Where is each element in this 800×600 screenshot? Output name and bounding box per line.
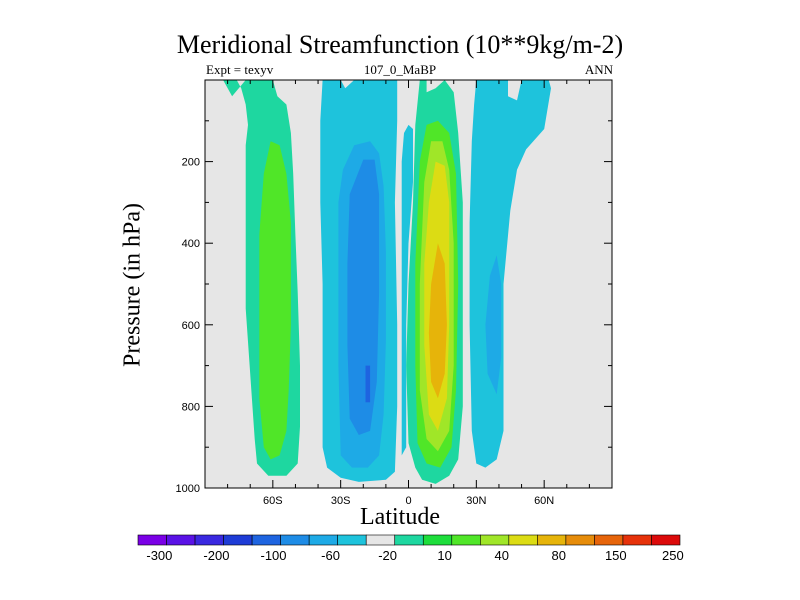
colorbar-swatch xyxy=(194,534,224,546)
colorbar-swatch xyxy=(480,534,510,546)
contour-region xyxy=(401,124,413,456)
axis-ticks: 60S 30S 0 30N 60N 200 400 600 800 1000 xyxy=(176,80,612,507)
x-tick-label: 30S xyxy=(331,495,351,507)
colorbar-swatch xyxy=(337,534,367,546)
y-tick-label: 1000 xyxy=(176,483,200,495)
colorbar-swatch xyxy=(537,534,567,546)
colorbar: -300 -200 -100 -60 -20 10 40 80 150 250 xyxy=(137,534,684,563)
x-axis-label: Latitude xyxy=(360,504,440,530)
chart-title: Meridional Streamfunction (10**9kg/m-2) xyxy=(176,30,624,59)
contour-region xyxy=(365,365,371,403)
colorbar-label: -200 xyxy=(203,548,229,563)
colorbar-swatch xyxy=(451,534,481,546)
x-tick-label: 0 xyxy=(405,495,411,507)
season-label: ANN xyxy=(584,62,613,77)
colorbar-swatch xyxy=(365,534,396,546)
colorbar-label: 150 xyxy=(605,548,627,563)
x-tick-label: 30N xyxy=(466,495,486,507)
contour-region xyxy=(485,255,502,395)
colorbar-swatch xyxy=(651,534,681,546)
experiment-label: Expt = texyv xyxy=(206,62,274,77)
colorbar-swatch xyxy=(422,534,453,546)
colorbar-swatch xyxy=(508,534,538,546)
x-tick-label: 60S xyxy=(263,495,283,507)
contour-region xyxy=(347,159,380,435)
colorbar-label: 250 xyxy=(662,548,684,563)
colorbar-swatch xyxy=(137,534,167,546)
contour-layer xyxy=(223,80,551,484)
y-tick-label: 400 xyxy=(182,238,200,250)
contour-region xyxy=(259,141,291,460)
colorbar-label: 80 xyxy=(552,548,566,563)
colorbar-label: 40 xyxy=(494,548,508,563)
x-tick-label: 60N xyxy=(534,495,554,507)
colorbar-swatch xyxy=(394,534,424,546)
colorbar-label: -20 xyxy=(378,548,397,563)
colorbar-swatch xyxy=(565,534,595,546)
y-tick-label: 600 xyxy=(182,320,200,332)
colorbar-swatch xyxy=(223,534,253,546)
time-label: 107_0_MaBP xyxy=(363,62,437,77)
colorbar-swatch xyxy=(166,534,196,546)
contour-region xyxy=(428,243,447,399)
colorbar-label: 10 xyxy=(437,548,451,563)
colorbar-label: -100 xyxy=(260,548,286,563)
colorbar-swatch xyxy=(280,534,310,546)
y-tick-label: 800 xyxy=(182,401,200,413)
colorbar-label: -300 xyxy=(146,548,172,563)
colorbar-swatch xyxy=(594,534,624,546)
colorbar-swatch xyxy=(251,534,281,546)
colorbar-swatch xyxy=(622,534,652,546)
colorbar-swatch xyxy=(308,534,338,546)
y-tick-label: 200 xyxy=(182,157,200,169)
colorbar-label: -60 xyxy=(321,548,340,563)
